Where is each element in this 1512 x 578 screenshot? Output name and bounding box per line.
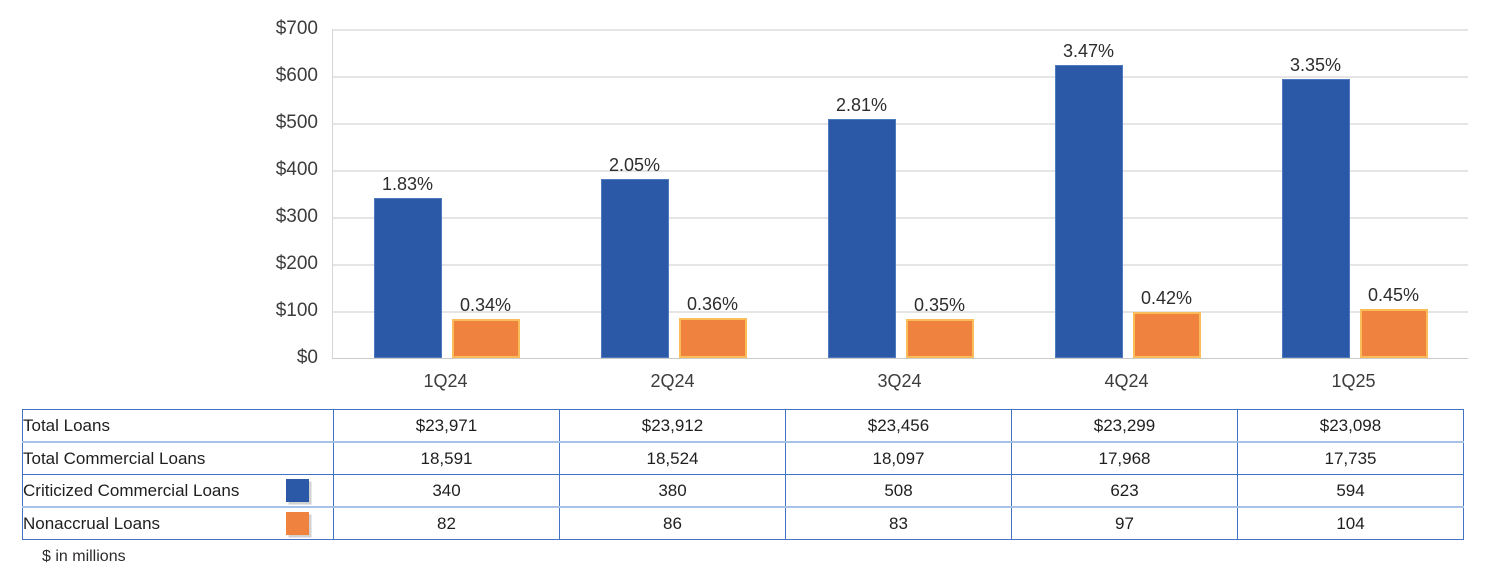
row-label-wrap: Total Commercial Loans — [23, 443, 333, 474]
x-tick-label-2q24: 2Q24 — [650, 371, 695, 391]
nonaccrual-loans-data-label-2q24: 0.36% — [686, 294, 739, 314]
x-tick-label-4q24: 4Q24 — [1104, 371, 1149, 391]
y-tick-label: $300 — [275, 206, 318, 227]
row-label-cell: Nonaccrual Loans — [22, 506, 334, 540]
criticized-commercial-loans-data-label-2q24: 2.05% — [608, 155, 661, 175]
nonaccrual-loans-bar-1q25 — [1359, 309, 1428, 358]
value-cell: $23,456 — [785, 409, 1012, 443]
table-row: Nonaccrual Loans 82 86 83 97 104 — [22, 506, 1464, 540]
row-label-cell: Total Loans — [22, 409, 334, 443]
criticized-commercial-loans-data-label-3q24: 2.81% — [835, 95, 888, 115]
gridline — [333, 170, 1468, 172]
value-cell: $23,971 — [333, 409, 560, 443]
value-cell: 18,524 — [559, 441, 786, 475]
row-label: Total Commercial Loans — [23, 448, 206, 468]
value-cell: 380 — [559, 474, 786, 508]
criticized-commercial-loans-bar-1q25 — [1281, 79, 1350, 358]
value-cell: 104 — [1237, 506, 1464, 540]
y-tick-label: $0 — [296, 347, 318, 368]
table-row: Total Commercial Loans 18,591 18,524 18,097… — [22, 441, 1464, 475]
gridline — [333, 29, 1468, 31]
y-tick-label: $500 — [275, 112, 318, 133]
x-tick-label-1q25: 1Q25 — [1331, 371, 1376, 391]
gridline — [333, 123, 1468, 125]
value-cell: 86 — [559, 506, 786, 540]
footnote: $ in millions — [42, 548, 126, 565]
row-label: Criticized Commercial Loans — [23, 480, 240, 500]
y-tick-label: $600 — [275, 65, 318, 86]
y-tick-label: $700 — [275, 18, 318, 39]
nonaccrual-loans-data-label-1q25: 0.45% — [1367, 285, 1420, 305]
value-cell: 97 — [1011, 506, 1238, 540]
nonaccrual-loans-data-label-3q24: 0.35% — [913, 295, 966, 315]
table-row: Criticized Commercial Loans 340 380 508 623 5… — [22, 474, 1464, 508]
value-cell: 18,591 — [333, 441, 560, 475]
criticized-commercial-loans-bar-1q24 — [373, 198, 442, 358]
value-cell: 17,735 — [1237, 441, 1464, 475]
row-label-cell: Criticized Commercial Loans — [22, 474, 334, 508]
criticized-commercial-loans-bar-3q24 — [827, 119, 896, 358]
gridline — [333, 264, 1468, 266]
x-tick-label-3q24: 3Q24 — [877, 371, 922, 391]
nonaccrual-loans-bar-1q24 — [451, 319, 520, 358]
y-tick-label: $200 — [275, 253, 318, 274]
criticized-commercial-loans-data-label-4q24: 3.47% — [1062, 41, 1115, 61]
value-cell: 594 — [1237, 474, 1464, 508]
criticized-legend-swatch — [286, 479, 309, 502]
criticized-commercial-loans-data-label-1q24: 1.83% — [381, 174, 434, 194]
value-cell: 83 — [785, 506, 1012, 540]
value-cell: 82 — [333, 506, 560, 540]
nonaccrual-legend-swatch — [286, 512, 309, 535]
table-row: Total Loans $23,971 $23,912 $23,456 $23,299 $… — [22, 409, 1464, 443]
loans-data-table: Total Loans $23,971 $23,912 $23,456 $23,299 $… — [22, 409, 1464, 540]
row-label-wrap: Total Loans — [23, 410, 333, 440]
row-label: Total Loans — [23, 415, 110, 435]
nonaccrual-loans-data-label-4q24: 0.42% — [1140, 288, 1193, 308]
row-label-wrap: Nonaccrual Loans — [23, 508, 333, 539]
nonaccrual-loans-bar-3q24 — [905, 319, 974, 358]
nonaccrual-loans-bar-4q24 — [1132, 312, 1201, 358]
row-label: Nonaccrual Loans — [23, 513, 161, 533]
criticized-commercial-loans-bar-4q24 — [1054, 65, 1123, 358]
nonaccrual-loans-data-label-1q24: 0.34% — [459, 295, 512, 315]
value-cell: 17,968 — [1011, 441, 1238, 475]
value-cell: $23,098 — [1237, 409, 1464, 443]
gridline — [333, 311, 1468, 313]
gridline — [333, 217, 1468, 219]
row-label-cell: Total Commercial Loans — [22, 441, 334, 475]
value-cell: 18,097 — [785, 441, 1012, 475]
plot-area: 1.83% 2.05% 2.81% 3.47% 3.35% 0.34% 0.36% 0.35%… — [332, 29, 1468, 359]
y-tick-label: $400 — [275, 159, 318, 180]
x-tick-label-1q24: 1Q24 — [423, 371, 468, 391]
value-cell: 340 — [333, 474, 560, 508]
value-cell: $23,912 — [559, 409, 786, 443]
gridline — [333, 76, 1468, 78]
row-label-wrap: Criticized Commercial Loans — [23, 475, 333, 505]
value-cell: $23,299 — [1011, 409, 1238, 443]
criticized-commercial-loans-data-label-1q25: 3.35% — [1289, 55, 1342, 75]
y-tick-label: $100 — [275, 300, 318, 321]
criticized-commercial-loans-bar-2q24 — [600, 179, 669, 358]
nonaccrual-loans-bar-2q24 — [678, 318, 747, 358]
value-cell: 508 — [785, 474, 1012, 508]
value-cell: 623 — [1011, 474, 1238, 508]
